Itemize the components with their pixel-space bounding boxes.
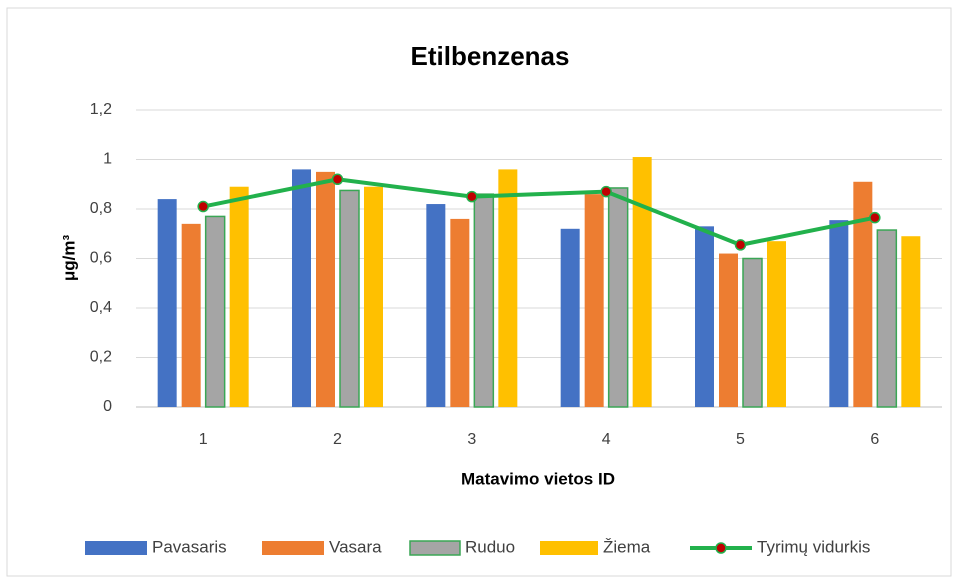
line-marker [869,211,881,224]
bar [292,169,311,407]
legend-swatch [262,541,324,555]
y-tick-label: 1 [103,151,112,168]
x-tick-label: 3 [467,431,476,448]
line-marker [466,190,478,203]
line-marker [331,173,344,186]
bar [450,218,470,407]
x-tick-label: 4 [602,431,611,448]
bar [829,220,849,407]
y-axis-label: μg/m³ [59,235,78,282]
bar [316,171,335,407]
bar [157,199,177,407]
bar [181,223,201,407]
y-tick-label: 0,6 [90,250,112,267]
y-tick-label: 0,4 [90,299,112,316]
line [202,177,876,247]
bar [853,181,873,407]
line-marker [734,239,747,251]
bar [719,253,738,407]
legend-swatch [85,541,147,555]
bar [204,215,226,408]
y-tick-label: 0 [103,398,112,415]
bar [584,194,604,407]
bar [695,226,714,407]
chart-title: Etilbenzenas [411,41,570,71]
legend-label: Tyrimų vidurkis [757,537,870,556]
bar [876,229,898,408]
legend-label: Vasara [329,537,382,556]
x-tick-label: 5 [736,431,745,448]
bar [473,193,495,408]
y-tick-label: 0,2 [90,349,112,366]
legend-label: Žiema [603,537,651,556]
line-marker [600,185,612,198]
bar [229,186,249,407]
legend-swatch [540,541,598,555]
legend-swatch [409,540,461,556]
y-tick-label: 1,2 [90,101,112,118]
x-axis-label: Matavimo vietos ID [461,469,615,488]
bar [607,187,629,408]
x-tick-label: 6 [870,431,879,448]
x-tick-label: 2 [333,431,342,448]
bar [364,186,383,407]
bar [339,189,360,408]
legend-marker [715,542,727,554]
bar [560,228,580,407]
y-tick-label: 0,8 [90,200,112,217]
bar [426,204,446,407]
bar [498,169,518,407]
legend-label: Ruduo [465,537,515,556]
bar [632,157,652,407]
bar [901,236,921,407]
bar [742,257,763,408]
legend-label: Pavasaris [152,537,227,556]
line-marker [197,200,209,213]
x-tick-label: 1 [199,431,208,448]
bar [767,241,786,407]
